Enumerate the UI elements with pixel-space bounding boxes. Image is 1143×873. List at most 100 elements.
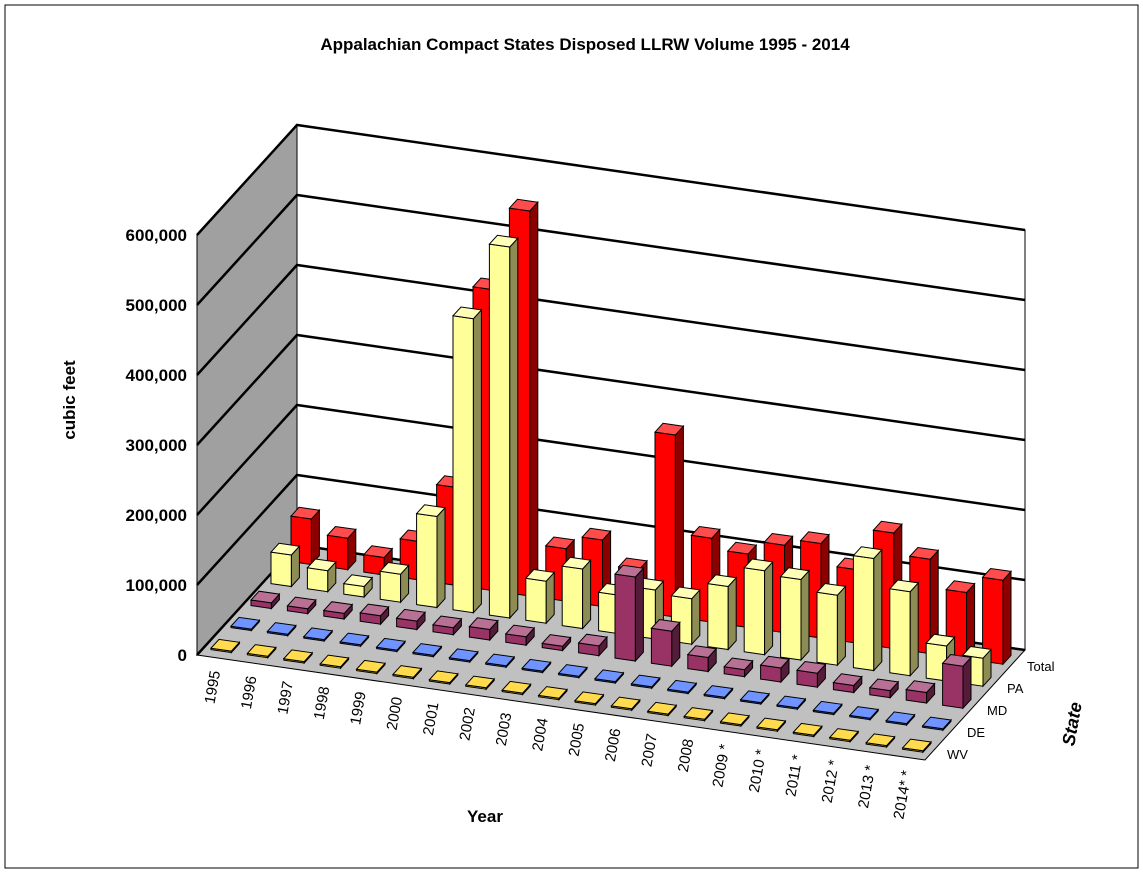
bar-side [727,576,737,651]
bar-top [326,525,357,539]
bar-top [961,645,993,659]
bar-top [613,564,645,578]
x-tick-label: 2007 [638,732,661,768]
bar-top [541,634,572,647]
bar-top [690,525,721,539]
bar-front [270,551,292,588]
bar [266,622,297,637]
bar-front [614,573,636,662]
y-tick-label: 300,000 [126,436,187,455]
bar [719,712,751,728]
bar [249,590,281,610]
bar [848,706,880,721]
bar [375,637,407,653]
bar-front [816,591,838,666]
bar [355,659,387,675]
bar-top [670,586,701,600]
bar-top [468,617,499,631]
bar [342,574,374,599]
bar [812,700,843,716]
bar [703,685,734,700]
bar-front [780,576,802,661]
bar-side [1002,570,1012,666]
bar-top [484,653,516,667]
bar [779,567,811,662]
bar-top [759,655,791,669]
bar [852,546,883,672]
grid-line [196,193,1026,306]
bar-top [868,678,900,692]
bar-front [525,577,547,624]
bar-top [650,618,681,632]
bar [501,680,532,696]
bar [573,691,605,707]
bar [379,561,410,604]
x-tick-label: 1998 [311,685,334,721]
bar-top [905,680,936,694]
bar-top [775,695,807,709]
bar-front [942,662,964,709]
bar [359,603,390,626]
bar [484,653,516,669]
bar [411,643,443,658]
legend-label: Total [1027,659,1055,674]
bar-top [561,556,592,570]
bar-front [743,567,766,656]
bar-top [865,733,896,747]
bar-side [909,581,919,677]
bar-top [431,615,463,629]
bar-side [800,569,810,662]
bar-top [306,558,337,572]
grid-line [196,263,1026,376]
bar-top [719,712,751,726]
bar-top [739,690,771,704]
bar-top [872,520,903,534]
bar-top [269,542,301,556]
grid-line [196,333,1026,446]
bar-top [593,669,625,683]
bar-top [342,574,374,588]
bar-top [653,422,685,436]
bar-top [557,664,589,677]
bar [464,675,496,691]
bar [610,696,641,712]
bar [339,632,370,648]
bar [246,644,277,659]
bar-side [634,566,644,663]
bar-top [537,686,569,699]
bar [322,601,354,621]
bar-top [544,536,576,550]
bar-top [852,546,883,560]
bar [451,306,483,614]
bar [743,558,774,656]
x-tick-label: 1999 [347,690,370,726]
grid-line [196,403,1026,516]
bar [537,686,569,701]
bar-front [488,243,511,619]
bar-top [666,679,698,693]
bar-top [322,601,354,614]
bar [666,679,698,695]
bar-top [524,568,556,582]
bar-top [411,643,443,656]
x-tick-label: 2000 [384,696,407,732]
bar [428,670,459,686]
bar-top [779,567,811,581]
bar [901,738,933,754]
bar [613,564,645,663]
bar [593,669,625,685]
bar-top [266,622,297,635]
bar-top [925,633,956,647]
bar [888,579,920,677]
bar [302,627,334,643]
bar [431,615,463,636]
bar [653,422,685,619]
bar [945,580,976,661]
bar [759,655,791,684]
bar [646,701,678,717]
bar [630,674,661,690]
bar-front [306,567,329,593]
bar-front [852,555,875,672]
x-axis-label: Year [467,807,503,826]
